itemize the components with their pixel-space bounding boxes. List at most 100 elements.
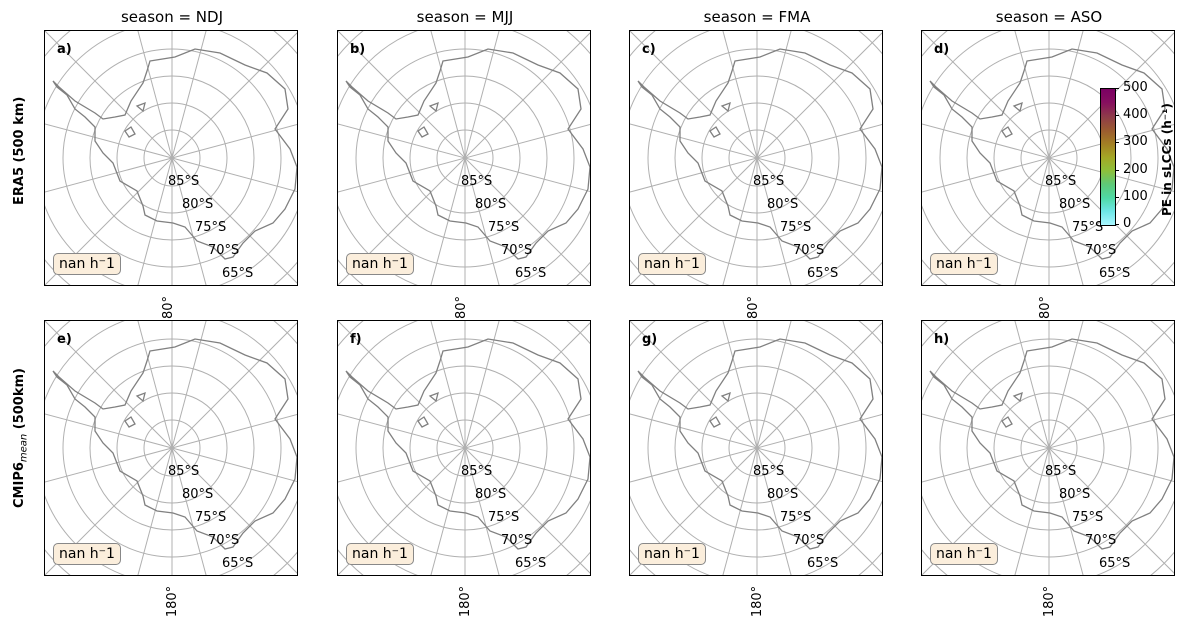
latitude-label: 85°S [753,464,785,479]
island-coastline [1012,391,1023,403]
island-coastline [428,101,439,113]
colorbar-tickmark [1115,169,1119,171]
panel-letter: e) [57,332,72,347]
antarctica-coastline [929,338,1174,550]
island-coastline [124,126,136,138]
map-panel-1-3: 85°S 80°S 75°S 70°S 65°S h) nan h⁻1 [921,320,1175,576]
panel-letter: b) [350,42,366,57]
antarctica-coastline [929,48,1174,260]
colorbar-tickmark [1115,224,1119,225]
latitude-label: 65°S [807,266,839,281]
latitude-label: 70°S [793,533,825,548]
latitude-label: 75°S [1072,510,1104,525]
longitude-label: 180° [165,585,181,618]
island-coastline [720,391,731,403]
longitude-label: 180° [458,585,474,618]
colorbar [1100,88,1116,226]
latitude-label: 80°S [767,487,799,502]
stat-box: nan h⁻1 [346,253,414,275]
map-svg [45,321,297,575]
map-svg [338,31,590,285]
map-panel-0-3: 85°S 80°S 75°S 70°S 65°S d) nan h⁻1 [921,30,1175,286]
latitude-label: 75°S [195,220,227,235]
latitude-label: 85°S [1045,174,1077,189]
latitude-label: 80°S [475,487,507,502]
panel-letter: d) [934,42,950,57]
latitude-label: 70°S [208,533,240,548]
colorbar-tickmark [1115,115,1119,117]
colorbar-tick-label: 300 [1123,134,1148,150]
colorbar-tickmark [1115,88,1119,89]
island-coastline [709,416,721,428]
latitude-label: 80°S [1059,487,1091,502]
colorbar-tick-label: 100 [1123,188,1148,204]
map-svg [630,31,882,285]
latitude-label: 65°S [515,266,547,281]
longitude-label: 180° [750,585,766,618]
latitude-label: 80°S [475,197,507,212]
stat-box: nan h⁻1 [53,543,121,565]
latitude-label: 75°S [1072,220,1104,235]
map-panel-1-1: 85°S 80°S 75°S 70°S 65°S f) nan h⁻1 [337,320,591,576]
island-coastline [428,391,439,403]
colorbar-tickmark [1115,142,1119,144]
latitude-label: 75°S [780,510,812,525]
island-coastline [1001,126,1013,138]
latitude-label: 65°S [222,266,254,281]
latitude-label: 65°S [222,556,254,571]
island-coastline [1001,416,1013,428]
longitude-label: 80° [746,295,762,320]
panel-letter: h) [934,332,950,347]
panel-letter: a) [57,42,72,57]
stat-box: nan h⁻1 [638,543,706,565]
colorbar-tick-label: 200 [1123,161,1148,177]
column-title-aso: season = ASO [995,8,1103,26]
map-panel-0-2: 85°S 80°S 75°S 70°S 65°S c) nan h⁻1 [629,30,883,286]
latitude-label: 75°S [780,220,812,235]
antarctica-coastline [345,338,590,550]
longitude-label: 80° [161,295,177,320]
island-coastline [417,126,429,138]
column-title-fma: season = FMA [703,8,811,26]
stat-box: nan h⁻1 [346,543,414,565]
map-svg [630,321,882,575]
island-coastline [135,101,146,113]
latitude-label: 85°S [461,464,493,479]
latitude-label: 75°S [195,510,227,525]
stat-box: nan h⁻1 [930,253,998,275]
latitude-label: 75°S [488,220,520,235]
latitude-label: 80°S [182,197,214,212]
column-title-mjj: season = MJJ [416,8,514,26]
latitude-label: 85°S [1045,464,1077,479]
latitude-label: 85°S [168,174,200,189]
colorbar-tick-label: 400 [1123,107,1148,123]
colorbar-label: PE in sLCCs (h⁻¹) [1160,103,1174,216]
latitude-label: 65°S [515,556,547,571]
latitude-label: 80°S [767,197,799,212]
antarctica-coastline [637,338,882,550]
map-panel-1-2: 85°S 80°S 75°S 70°S 65°S g) nan h⁻1 [629,320,883,576]
panel-letter: c) [642,42,656,57]
latitude-label: 80°S [1059,197,1091,212]
latitude-label: 85°S [168,464,200,479]
map-panel-0-0: 85°S 80°S 75°S 70°S 65°S a) nan h⁻1 [44,30,298,286]
antarctica-coastline [52,48,297,260]
longitude-label: 80° [1038,295,1054,320]
row-title-cmip6: CMIP6mean (500km) [12,368,30,508]
island-coastline [135,391,146,403]
panel-letter: f) [350,332,362,347]
stat-box: nan h⁻1 [53,253,121,275]
island-coastline [417,416,429,428]
column-title-ndj: season = NDJ [120,8,224,26]
latitude-label: 80°S [182,487,214,502]
latitude-label: 70°S [793,243,825,258]
map-svg [922,321,1174,575]
colorbar-tick-label: 0 [1123,216,1132,231]
latitude-label: 65°S [1099,556,1131,571]
colorbar-tick-label: 500 [1123,80,1148,95]
longitude-label: 180° [1042,585,1058,618]
panel-letter: g) [642,332,658,347]
latitude-label: 65°S [807,556,839,571]
antarctica-coastline [52,338,297,550]
